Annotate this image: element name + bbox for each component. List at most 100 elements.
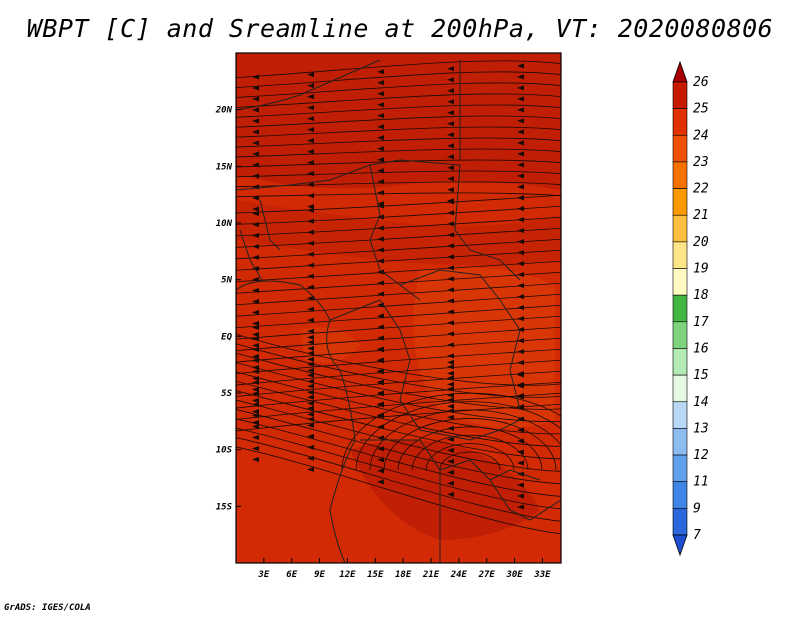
streamline-arrow: [252, 233, 259, 239]
streamline-arrow: [307, 405, 314, 411]
border-line: [239, 229, 263, 281]
streamline: [236, 370, 561, 397]
map-frame: [235, 52, 562, 564]
streamline-arrow: [252, 321, 259, 327]
colorbar-segment: [672, 134, 688, 163]
streamline: [236, 333, 561, 386]
streamline-arrow: [517, 107, 524, 113]
lon-tick-label: 3E: [257, 570, 269, 580]
streamline-arrow: [377, 225, 384, 231]
colorbar-segment: [672, 108, 688, 136]
colorbar-segment: [672, 454, 688, 483]
streamline-arrow: [447, 491, 454, 497]
streamline: [236, 337, 561, 363]
streamline: [236, 437, 561, 522]
streamline-arrow: [307, 105, 314, 111]
streamline-arrow: [447, 143, 454, 149]
streamline-arrow: [447, 309, 454, 315]
streamline-arrow: [307, 83, 314, 89]
streamline: [236, 238, 561, 260]
streamline-arrow: [377, 468, 384, 474]
border-line: [454, 164, 521, 281]
streamline-arrow: [307, 72, 314, 78]
streamline: [439, 451, 501, 471]
streamline-arrow: [447, 221, 454, 227]
streamline-arrow: [447, 88, 454, 94]
streamline-arrow: [252, 85, 259, 91]
streamline-arrow: [307, 306, 314, 312]
streamline: [425, 443, 515, 471]
streamline-arrow: [517, 305, 524, 311]
streamline: [236, 227, 561, 248]
streamline-arrow: [517, 173, 524, 179]
streamline-arrow: [377, 168, 384, 174]
streamline-arrow: [517, 217, 524, 223]
colorbar-segment: [672, 268, 688, 296]
colorbar-bottom-triangle: [672, 534, 688, 557]
country-borders: [236, 59, 561, 563]
streamline-arrow: [252, 401, 259, 407]
streamline-arrow: [252, 398, 259, 404]
streamline-arrow: [377, 369, 384, 375]
colorbar-level-label: 13: [693, 421, 709, 436]
streamline-arrow: [307, 394, 314, 400]
streamline-arrow: [307, 411, 314, 417]
streamline: [236, 427, 561, 510]
colorbar-segment: [672, 81, 688, 109]
lon-tick-label: 18E: [395, 570, 412, 580]
colorbar-level-label: 15: [693, 368, 709, 383]
streamline-arrow: [517, 206, 524, 212]
streamline-arrow: [517, 316, 524, 322]
streamline-arrow: [447, 381, 454, 387]
colorbar-segment: [672, 214, 688, 243]
streamline-arrow: [447, 132, 454, 138]
streamline-arrow: [307, 204, 314, 210]
streamline-arrow: [517, 416, 524, 422]
streamline-arrow: [377, 313, 384, 319]
streamline: [236, 126, 561, 138]
streamline: [236, 446, 561, 535]
streamline-arrow: [517, 360, 524, 366]
lon-tick-label: 21E: [422, 570, 440, 580]
border-line: [499, 299, 521, 411]
streamline-arrow: [517, 63, 524, 69]
colorbar-level-label: 25: [693, 102, 709, 117]
streamline-arrow: [517, 482, 524, 488]
streamline: [236, 93, 561, 108]
colorbar-level-label: 26: [693, 75, 709, 90]
streamline-arrow: [252, 107, 259, 113]
colorbar-level-label: 24: [693, 128, 709, 143]
border-line: [379, 299, 421, 431]
colorbar-segment: [672, 241, 688, 269]
streamline-arrow: [307, 218, 314, 224]
streamline-arrow: [447, 298, 454, 304]
streamline-arrow: [517, 96, 524, 102]
streamline-arrow: [252, 151, 259, 157]
streamline-arrow: [252, 387, 259, 393]
streamline: [236, 170, 561, 178]
streamline: [236, 326, 561, 352]
streamline-arrow: [252, 277, 259, 283]
streamline-arrow: [307, 383, 314, 389]
latitude-axis: 20N 15N 10N 5N EQ 5S 10S 15S: [215, 106, 241, 512]
streamline-arrow: [307, 378, 314, 384]
streamline-arrow: [307, 367, 314, 373]
streamline-arrow: [377, 269, 384, 275]
streamline-arrow: [252, 332, 259, 338]
streamline-arrow: [377, 124, 384, 130]
streamline: [236, 216, 561, 237]
streamline-arrow: [377, 446, 384, 452]
streamline-arrow: [252, 74, 259, 80]
streamline-arrow: [377, 347, 384, 353]
streamline-arrow: [252, 310, 259, 316]
streamline-arrow: [447, 154, 454, 160]
streamline-arrow: [377, 236, 384, 242]
streamline-arrow: [517, 438, 524, 444]
colorbar-segment: [672, 161, 688, 189]
streamline-arrow: [517, 162, 524, 168]
streamline-arrow: [447, 66, 454, 72]
streamline: [236, 192, 561, 198]
streamline-arrow: [307, 193, 314, 199]
streamline-arrow: [447, 353, 454, 359]
streamline: [236, 249, 561, 271]
